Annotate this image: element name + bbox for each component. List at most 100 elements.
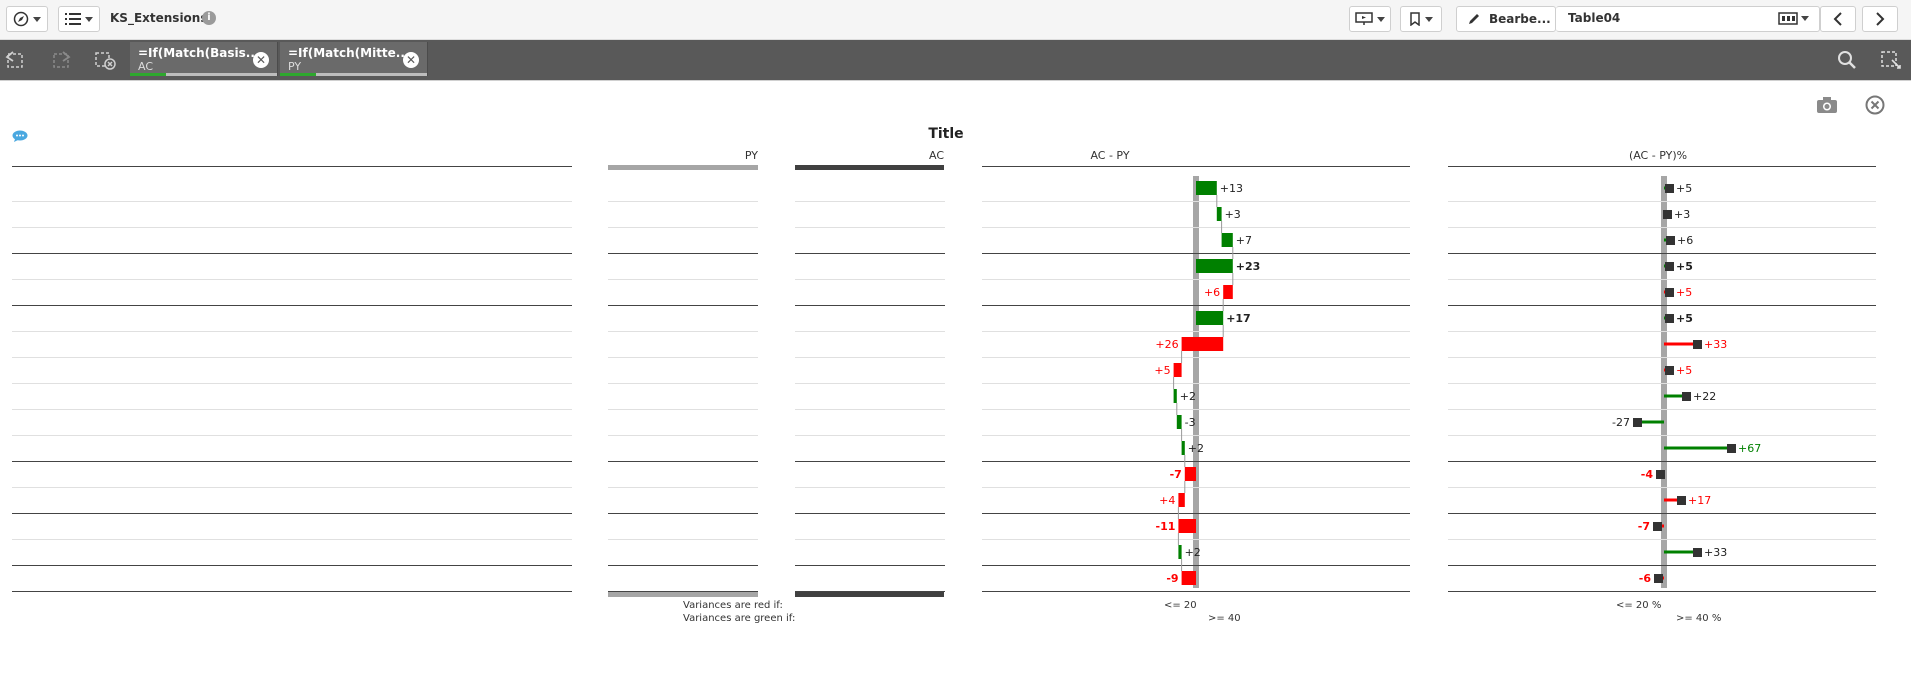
comment-icon[interactable] bbox=[12, 130, 28, 142]
row-separator bbox=[982, 253, 1410, 254]
selections-bar: =If(Match(Basis... AC ✕ =If(Match(Mitte.… bbox=[0, 40, 1911, 80]
delta-label: +4 bbox=[1159, 494, 1175, 507]
delta-label: -9 bbox=[1166, 572, 1178, 585]
selection-state-bar bbox=[130, 73, 277, 76]
row-separator bbox=[1448, 227, 1876, 228]
selection-chip-py[interactable]: =If(Match(Mitte... PY ✕ bbox=[280, 42, 428, 76]
row-separator bbox=[12, 305, 572, 306]
row-separator bbox=[982, 201, 1410, 202]
row-separator bbox=[795, 591, 945, 592]
step-forward-button[interactable] bbox=[48, 48, 74, 72]
variance-charts: +13 +5 +3 +3 +7 +6 +23 +5 +6 +5 +17 +5 +26 +33 +5 +5 +2 +… bbox=[12, 165, 1876, 597]
edit-button[interactable]: Bearbe... bbox=[1456, 6, 1556, 32]
row-separator bbox=[982, 357, 1410, 358]
delta-label: -7 bbox=[1170, 468, 1182, 481]
py-column-bar bbox=[608, 592, 758, 597]
chevron-down-icon bbox=[85, 16, 93, 22]
sheets-icon bbox=[1778, 12, 1798, 25]
delta-label: +2 bbox=[1185, 546, 1201, 559]
pct-label: -7 bbox=[1638, 520, 1650, 533]
row-separator bbox=[982, 435, 1410, 436]
row-separator bbox=[608, 331, 758, 332]
row-separator bbox=[795, 487, 945, 488]
row-separator bbox=[982, 591, 1410, 592]
legend-green-label: Variances are green if: bbox=[683, 613, 796, 624]
delta-label: +5 bbox=[1154, 364, 1170, 377]
step-back-button[interactable] bbox=[2, 48, 28, 72]
lasso-select-icon bbox=[1881, 51, 1901, 69]
delta-bar bbox=[1196, 311, 1224, 325]
divider bbox=[0, 80, 1911, 81]
sheet-selector[interactable] bbox=[1556, 6, 1820, 32]
delta-bar bbox=[1216, 207, 1222, 221]
row-separator bbox=[608, 513, 758, 514]
row-separator bbox=[1448, 539, 1876, 540]
row-separator bbox=[795, 331, 945, 332]
row-separator bbox=[1448, 201, 1876, 202]
edit-label: Bearbe... bbox=[1489, 12, 1551, 26]
row-separator bbox=[12, 591, 572, 592]
delta-bar bbox=[1181, 337, 1224, 351]
selection-chip-value: PY bbox=[288, 60, 302, 73]
header-underline bbox=[12, 166, 572, 167]
column-header-delta: AC - PY bbox=[1090, 149, 1130, 162]
column-header-ac: AC bbox=[928, 149, 944, 162]
delta-bar bbox=[1221, 233, 1233, 247]
bookmark-button[interactable] bbox=[1400, 6, 1442, 32]
py-column-bar bbox=[608, 165, 758, 170]
row-separator bbox=[12, 357, 572, 358]
list-icon bbox=[65, 13, 81, 25]
close-icon[interactable]: ✕ bbox=[253, 52, 269, 68]
row-separator bbox=[608, 357, 758, 358]
row-separator bbox=[12, 383, 572, 384]
info-icon[interactable]: i bbox=[202, 11, 216, 25]
row-separator bbox=[795, 565, 945, 566]
sheet-list-button[interactable] bbox=[58, 6, 100, 32]
next-sheet-button[interactable] bbox=[1862, 6, 1898, 32]
close-icon[interactable] bbox=[1865, 95, 1885, 115]
present-button[interactable] bbox=[1349, 6, 1391, 32]
pct-pin-head bbox=[1693, 548, 1702, 557]
delta-label: +13 bbox=[1220, 182, 1243, 195]
delta-axis bbox=[1193, 176, 1199, 588]
pct-pin-head bbox=[1665, 262, 1674, 271]
pct-label: +17 bbox=[1688, 494, 1711, 507]
pct-pin-head bbox=[1633, 418, 1642, 427]
row-separator bbox=[1448, 487, 1876, 488]
delta-bar bbox=[1181, 571, 1196, 585]
row-separator bbox=[1448, 253, 1876, 254]
previous-sheet-button[interactable] bbox=[1820, 6, 1856, 32]
pct-label: -4 bbox=[1641, 468, 1654, 481]
delta-bar bbox=[1176, 415, 1182, 429]
selection-chip-ac[interactable]: =If(Match(Basis... AC ✕ bbox=[130, 42, 278, 76]
row-separator bbox=[795, 539, 945, 540]
delta-label: +26 bbox=[1155, 338, 1178, 351]
search-icon bbox=[1838, 51, 1856, 69]
delta-bar bbox=[1178, 519, 1196, 533]
pct-label: +5 bbox=[1676, 364, 1692, 377]
row-separator bbox=[12, 409, 572, 410]
selection-chip-title: =If(Match(Basis... bbox=[138, 46, 260, 60]
search-button[interactable] bbox=[1834, 48, 1860, 72]
navigation-button[interactable] bbox=[6, 6, 48, 32]
camera-icon[interactable] bbox=[1816, 96, 1838, 114]
row-separator bbox=[982, 331, 1410, 332]
row-separator bbox=[608, 409, 758, 410]
app-title: KS_Extensions bbox=[110, 11, 208, 25]
legend-delta-green-rule: >= 40 bbox=[1208, 613, 1241, 624]
row-separator bbox=[795, 201, 945, 202]
row-separator bbox=[12, 201, 572, 202]
delta-bar bbox=[1173, 363, 1182, 377]
selections-tool-button[interactable] bbox=[1878, 48, 1904, 72]
row-separator bbox=[12, 487, 572, 488]
close-icon[interactable]: ✕ bbox=[403, 52, 419, 68]
prev-icon bbox=[1833, 12, 1842, 26]
row-separator bbox=[608, 565, 758, 566]
row-separator bbox=[608, 227, 758, 228]
sheets-menu-button[interactable] bbox=[1778, 11, 1809, 25]
row-separator bbox=[982, 279, 1410, 280]
row-separator bbox=[1448, 461, 1876, 462]
row-separator bbox=[12, 539, 572, 540]
clear-all-selections-button[interactable] bbox=[92, 48, 118, 72]
row-separator bbox=[12, 331, 572, 332]
